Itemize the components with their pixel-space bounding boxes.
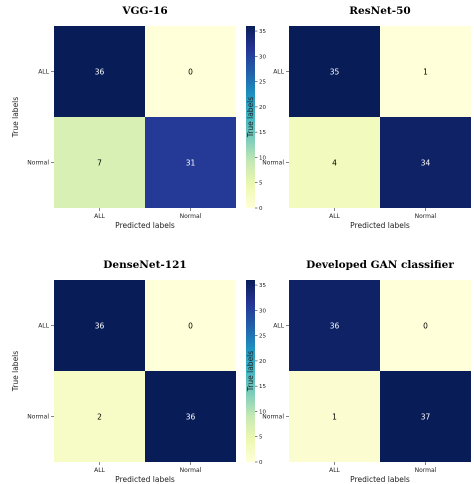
x-tick-label: ALL <box>94 213 105 220</box>
colorbar-tick-label: 10 <box>259 155 266 161</box>
colorbar <box>246 280 255 462</box>
cell-value-label: 36 <box>186 413 196 422</box>
heatmap-cell <box>380 371 471 462</box>
y-tick-label: Normal <box>27 414 49 421</box>
y-tick-label: ALL <box>273 69 284 76</box>
x-tick-label: Normal <box>415 467 437 474</box>
cell-value-label: 0 <box>188 322 193 331</box>
heatmap-cell <box>380 117 471 208</box>
heatmap-cell <box>54 26 145 117</box>
x-tick-label: ALL <box>329 213 340 220</box>
colorbar-tick-label: 10 <box>259 409 266 415</box>
chart-title: ResNet-50 <box>349 5 410 17</box>
cell-value-label: 37 <box>421 413 431 422</box>
y-axis-label: True labels <box>11 97 20 138</box>
x-tick-label: ALL <box>329 467 340 474</box>
colorbar-tick-label: 0 <box>259 460 263 466</box>
x-tick-label: Normal <box>180 213 202 220</box>
colorbar-tick-label: 0 <box>259 206 263 212</box>
cell-value-label: 34 <box>421 159 431 168</box>
chart-title: VGG-16 <box>121 5 167 17</box>
x-axis-label: Predicted labels <box>115 221 175 230</box>
x-axis-label: Predicted labels <box>350 475 410 484</box>
heatmap-cell <box>380 26 471 117</box>
y-axis-label: True labels <box>246 351 255 392</box>
heatmap-cell <box>380 280 471 371</box>
cell-value-label: 31 <box>186 159 196 168</box>
heatmap-cell <box>289 280 380 371</box>
cell-value-label: 4 <box>332 159 337 168</box>
colorbar-tick-label: 25 <box>259 334 266 340</box>
colorbar-tick-label: 30 <box>259 308 266 314</box>
heatmap-cell <box>289 26 380 117</box>
colorbar-tick-label: 20 <box>259 105 266 111</box>
cell-value-label: 1 <box>332 413 337 422</box>
heatmap-cell <box>289 371 380 462</box>
y-axis-label: True labels <box>246 97 255 138</box>
colorbar-tick-label: 30 <box>259 54 266 60</box>
y-axis-label: True labels <box>11 351 20 392</box>
chart-title: DenseNet-121 <box>103 259 186 271</box>
x-axis-label: Predicted labels <box>350 221 410 230</box>
y-tick-label: ALL <box>273 323 284 330</box>
heatmap-cell <box>145 371 236 462</box>
heatmap-cell <box>54 117 145 208</box>
colorbar-tick-label: 20 <box>259 359 266 365</box>
colorbar-tick-label: 5 <box>259 435 263 441</box>
cell-value-label: 36 <box>95 68 105 77</box>
cell-value-label: 35 <box>330 68 340 77</box>
confusion-matrix-vgg16: VGG-16 36 0 7 31 ALL Normal ALL Normal Predicted … <box>11 5 266 230</box>
cell-value-label: 0 <box>423 322 428 331</box>
heatmap-cell <box>145 117 236 208</box>
y-tick-label: Normal <box>27 160 49 167</box>
heatmap-cell <box>54 280 145 371</box>
x-tick-label: Normal <box>415 213 437 220</box>
cell-value-label: 36 <box>95 322 105 331</box>
heatmap-cell <box>54 371 145 462</box>
colorbar-tick-label: 25 <box>259 80 266 86</box>
confusion-matrix-resnet50: ResNet-50 35 1 4 34 ALL Normal ALL Normal Predict… <box>246 5 471 230</box>
cell-value-label: 7 <box>97 159 102 168</box>
cell-value-label: 1 <box>423 68 428 77</box>
colorbar-tick-label: 15 <box>259 130 266 136</box>
colorbar-tick-label: 15 <box>259 384 266 390</box>
y-tick-label: Normal <box>262 414 284 421</box>
cell-value-label: 2 <box>97 413 102 422</box>
y-tick-label: ALL <box>38 323 49 330</box>
cell-value-label: 0 <box>188 68 193 77</box>
heatmap-cell <box>289 117 380 208</box>
x-axis-label: Predicted labels <box>115 475 175 484</box>
chart-title: Developed GAN classifier <box>306 259 454 271</box>
y-tick-label: Normal <box>262 160 284 167</box>
colorbar-tick-label: 5 <box>259 181 263 187</box>
colorbar <box>246 26 255 208</box>
heatmap-cell <box>145 26 236 117</box>
y-tick-label: ALL <box>38 69 49 76</box>
colorbar-tick-label: 35 <box>259 283 266 289</box>
colorbar-tick-label: 35 <box>259 29 266 35</box>
x-tick-label: ALL <box>94 467 105 474</box>
x-tick-label: Normal <box>180 467 202 474</box>
confusion-matrix-gan-classifier: Developed GAN classifier 36 0 1 37 ALL Normal A… <box>246 259 471 484</box>
cell-value-label: 36 <box>330 322 340 331</box>
confusion-matrix-densenet121: DenseNet-121 36 0 2 36 ALL Normal ALL Normal Pred… <box>11 259 266 484</box>
heatmap-cell <box>145 280 236 371</box>
